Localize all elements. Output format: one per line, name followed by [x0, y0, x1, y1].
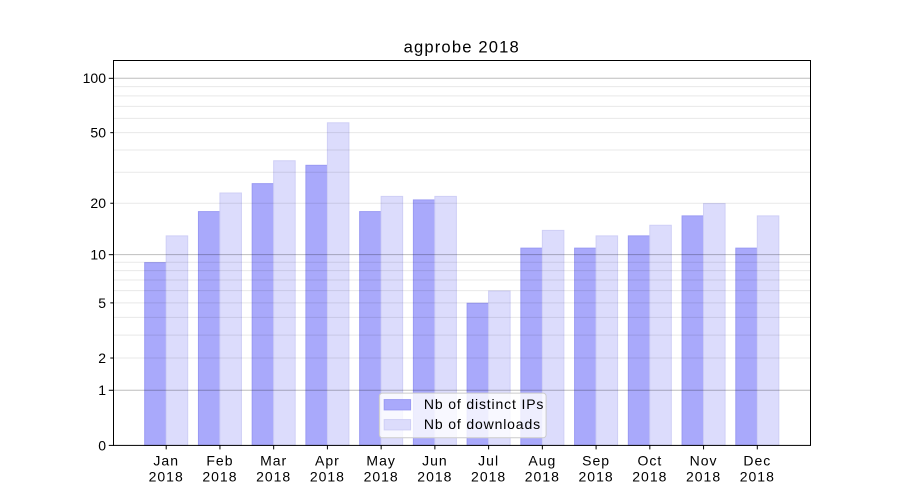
svg-text:agprobe 2018: agprobe 2018 [404, 37, 520, 56]
svg-text:2: 2 [98, 350, 106, 366]
svg-text:Nb of distinct IPs: Nb of distinct IPs [424, 396, 544, 412]
svg-text:20: 20 [90, 195, 106, 211]
svg-text:100: 100 [83, 70, 107, 86]
svg-text:Nb of downloads: Nb of downloads [424, 416, 541, 432]
svg-text:0: 0 [98, 437, 106, 453]
svg-text:50: 50 [90, 125, 106, 141]
svg-text:5: 5 [98, 295, 106, 311]
svg-text:10: 10 [90, 247, 106, 263]
svg-text:1: 1 [98, 382, 106, 398]
